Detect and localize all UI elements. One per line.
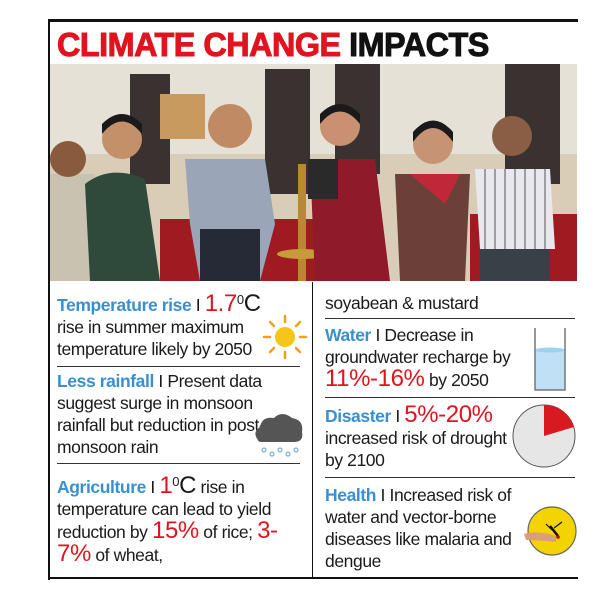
agriculture-text: of rice; <box>198 521 258 542</box>
separator: I <box>153 371 168 391</box>
water-section: Water I Decrease in groundwater recharge… <box>325 324 530 391</box>
bottom-rule <box>48 577 578 579</box>
column-divider <box>312 282 313 578</box>
degree-mark: 0 <box>172 474 180 489</box>
separator: I <box>191 294 205 315</box>
person-5 <box>395 120 470 281</box>
rice-value: 15% <box>152 516 199 544</box>
disaster-section: Disaster I 5%-20% increased risk of drou… <box>325 401 515 471</box>
celsius-unit: C <box>243 289 261 317</box>
wheat-value: 3-7% <box>57 516 278 567</box>
section-rule <box>57 366 300 367</box>
section-rule <box>325 397 575 398</box>
agriculture-temp-value: 1 <box>159 471 173 499</box>
water-heading: Water <box>325 325 371 345</box>
temperature-section: Temperature rise I 1.70C rise in summer … <box>57 289 307 360</box>
celsius-unit: C <box>179 471 197 499</box>
rain-cloud-icon <box>255 414 303 457</box>
water-text-end: by 2050 <box>424 370 489 390</box>
agriculture-continued: soyabean & mustard <box>325 293 479 313</box>
degree-mark: 0 <box>236 292 244 307</box>
health-heading: Health <box>325 485 377 505</box>
separator: I <box>376 485 390 505</box>
agriculture-text: rise in temperature can lead to yield re… <box>57 476 272 542</box>
health-section: Health I Increased risk of water and vec… <box>325 484 530 572</box>
person-6 <box>475 116 555 281</box>
rainfall-text: Present data suggest surge in monsoon ra… <box>57 371 265 457</box>
section-rule <box>57 463 300 464</box>
temperature-value: 1.7 <box>204 289 238 317</box>
person-2 <box>85 114 160 281</box>
water-value: 11%-16% <box>325 365 425 392</box>
disaster-heading: Disaster <box>325 406 391 426</box>
water-text: Decrease in groundwater recharge by <box>325 325 511 367</box>
water-glass-icon <box>534 328 566 391</box>
top-rule <box>48 19 578 22</box>
rainfall-section: Less rainfall I Present data suggest sur… <box>57 370 282 458</box>
temperature-heading: Temperature rise <box>57 294 192 315</box>
separator: I <box>370 325 385 345</box>
section-rule <box>325 318 575 319</box>
person-4 <box>308 104 390 281</box>
event-photo <box>50 64 577 281</box>
section-rule <box>325 477 575 478</box>
headline: CLIMATE CHANGE IMPACTS <box>57 26 490 64</box>
agriculture-heading: Agriculture <box>57 476 146 497</box>
rainfall-heading: Less rainfall <box>57 371 154 391</box>
person-3 <box>185 104 275 281</box>
headline-part2: IMPACTS <box>349 26 490 64</box>
separator: I <box>145 476 160 497</box>
headline-part1: CLIMATE CHANGE <box>57 26 342 64</box>
disaster-value: 5%-20% <box>404 401 493 428</box>
health-text: Increased risk of water and vector-borne… <box>325 485 512 571</box>
disaster-text: increased risk of drought by 2100 <box>325 428 507 470</box>
agriculture-text: of wheat, <box>90 544 163 565</box>
mosquito-icon <box>524 506 577 556</box>
sun-icon <box>262 314 308 360</box>
pie-chart-icon <box>512 404 576 468</box>
left-rule <box>48 20 50 580</box>
separator: I <box>390 406 405 426</box>
temperature-text: rise in summer maximum temperature likel… <box>57 316 252 359</box>
agriculture-section: Agriculture I 10C rise in temperature ca… <box>57 471 307 566</box>
